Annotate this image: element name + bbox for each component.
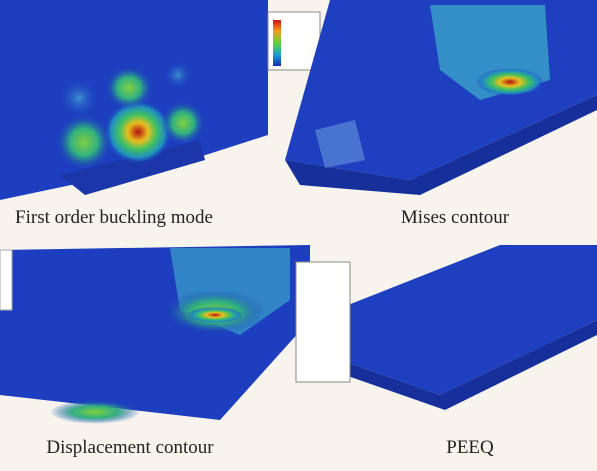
- disp-peak: [187, 307, 243, 323]
- disp-zone: [50, 400, 140, 424]
- buckle-lobe: [56, 114, 112, 170]
- buckle-lobe: [59, 78, 99, 118]
- panel-displacement: Displacement contour: [0, 245, 310, 458]
- panel-buckling: First order buckling mode: [0, 0, 320, 228]
- buckle-lobe: [164, 61, 192, 89]
- panel-peeq: PEEQ: [296, 245, 597, 458]
- caption: Mises contour: [401, 207, 510, 228]
- caption: Displacement contour: [46, 437, 214, 458]
- legend-scale: [273, 20, 281, 66]
- buckle-lobe: [161, 101, 205, 145]
- buckle-lobe: [105, 66, 153, 110]
- caption: First order buckling mode: [15, 207, 213, 228]
- legend-box: [0, 250, 12, 310]
- caption: PEEQ: [446, 437, 494, 458]
- stress-peak: [476, 68, 544, 96]
- legend-box: [296, 262, 350, 382]
- buckle-peak: [104, 100, 172, 164]
- figure: First order buckling mode Mises contour …: [0, 0, 597, 471]
- panel-mises: Mises contour: [285, 0, 597, 228]
